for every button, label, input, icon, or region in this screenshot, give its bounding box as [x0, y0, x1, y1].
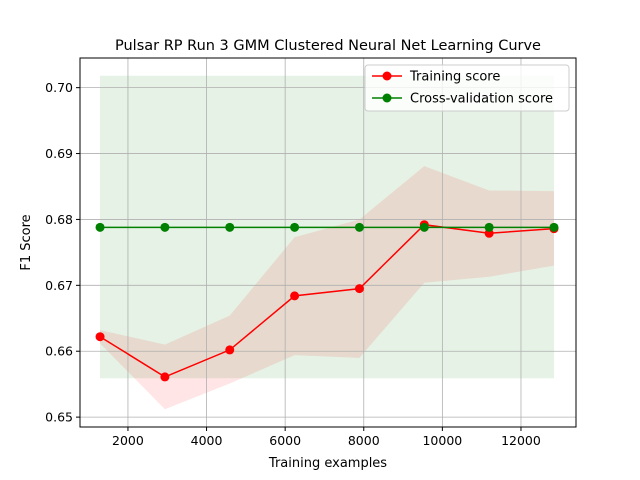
point-cross-validation: [225, 222, 235, 232]
y-tick-label: 0.65: [45, 410, 73, 425]
y-tick-label: 0.70: [45, 80, 73, 95]
plot-area: [80, 58, 576, 427]
series-line-training: [99, 223, 555, 378]
plot-frame: [79, 57, 577, 428]
point-cross-validation: [354, 222, 364, 232]
chart-title: Pulsar RP Run 3 GMM Clustered Neural Net…: [115, 38, 541, 54]
x-tick-label: 4000: [191, 433, 223, 448]
legend-box: [364, 64, 570, 112]
legend-training-marker: [382, 71, 392, 81]
x-tick-label: 2000: [112, 433, 144, 448]
point-cross-validation: [419, 222, 429, 232]
legend: Training score Cross-validation score: [364, 64, 570, 112]
y-tick-label: 0.66: [45, 344, 73, 359]
point-training: [225, 345, 235, 355]
series-lines: [99, 223, 555, 378]
point-training: [160, 372, 170, 382]
x-tick-label: 8000: [348, 433, 380, 448]
legend-cv-marker: [382, 93, 392, 103]
legend-cv-label: Cross-validation score: [410, 92, 553, 107]
point-training: [95, 332, 105, 342]
point-cross-validation: [160, 222, 170, 232]
point-cross-validation: [95, 222, 105, 232]
x-axis-label: Training examples: [268, 456, 387, 471]
series-points: [95, 220, 559, 382]
grid-lines: [80, 58, 576, 427]
x-tick-label: 10000: [422, 433, 462, 448]
y-tick-label: 0.68: [45, 212, 73, 227]
point-cross-validation: [290, 222, 300, 232]
y-tick-label: 0.67: [45, 278, 73, 293]
y-axis-ticks: 0.65 0.66 0.67 0.68 0.69 0.70: [45, 80, 80, 425]
legend-training-label: Training score: [409, 70, 500, 85]
point-training: [354, 284, 364, 294]
point-cross-validation: [549, 222, 559, 232]
x-axis-ticks: 2000 4000 6000 8000 10000 12000: [112, 427, 541, 448]
point-training: [290, 291, 300, 301]
confidence-bands: [100, 75, 554, 410]
x-tick-label: 12000: [501, 433, 541, 448]
y-tick-label: 0.69: [45, 146, 73, 161]
y-axis-label: F1 Score: [19, 214, 34, 270]
point-cross-validation: [484, 222, 494, 232]
x-tick-label: 6000: [269, 433, 301, 448]
